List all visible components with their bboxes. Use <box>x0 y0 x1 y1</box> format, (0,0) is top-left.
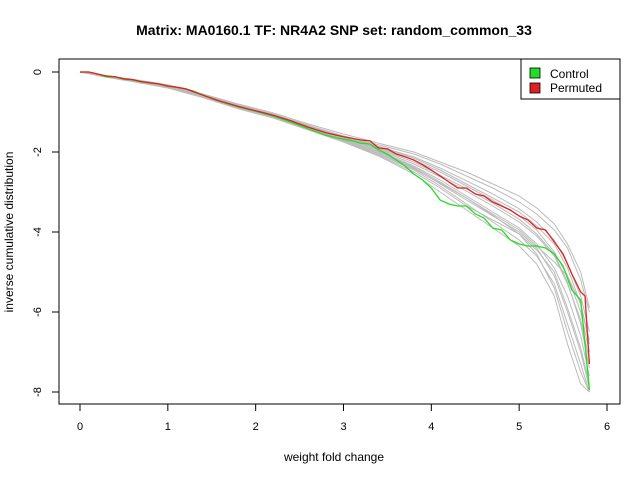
plot-frame <box>58 58 621 405</box>
legend: Control Permuted <box>520 58 621 100</box>
background-series-line-3 <box>79 71 590 377</box>
background-series-line-1 <box>79 71 590 393</box>
x-tick-label: 1 <box>165 421 171 433</box>
background-series-line-0 <box>79 71 590 313</box>
x-axis-label: weight fold change <box>283 450 384 464</box>
y-tick-label: 0 <box>32 69 44 75</box>
background-series-line-11 <box>79 71 590 341</box>
series-line-permuted <box>80 71 591 365</box>
y-axis-label: inverse cumulative distribution <box>2 152 16 313</box>
legend-label-permuted: Permuted <box>550 81 602 95</box>
chart-title: Matrix: MA0160.1 TF: NR4A2 SNP set: rand… <box>136 22 532 38</box>
y-tick-label: -6 <box>32 307 44 317</box>
legend-label-control: Control <box>550 67 589 81</box>
y-tick-label: -4 <box>32 227 44 237</box>
background-series-line-5 <box>79 71 590 393</box>
x-tick-label: 4 <box>428 421 434 433</box>
background-series-line-6 <box>79 71 590 333</box>
background-series-line-13 <box>79 71 590 393</box>
legend-swatch-control <box>529 67 541 79</box>
x-tick-label: 0 <box>77 421 83 433</box>
background-series-line-12 <box>79 71 590 369</box>
x-tick-label: 6 <box>604 421 610 433</box>
x-axis: 0 1 2 3 4 5 6 <box>77 403 610 433</box>
background-series-line-2 <box>79 71 590 309</box>
y-tick-label: -8 <box>32 387 44 397</box>
y-tick-label: -2 <box>32 147 44 157</box>
x-tick-label: 2 <box>253 421 259 433</box>
background-series-line-8 <box>79 71 590 345</box>
x-tick-label: 3 <box>340 421 346 433</box>
x-tick-label: 5 <box>516 421 522 433</box>
legend-swatch-permuted <box>529 82 541 94</box>
plot-area <box>79 71 591 393</box>
y-axis: 0 -2 -4 -6 -8 <box>32 69 60 397</box>
